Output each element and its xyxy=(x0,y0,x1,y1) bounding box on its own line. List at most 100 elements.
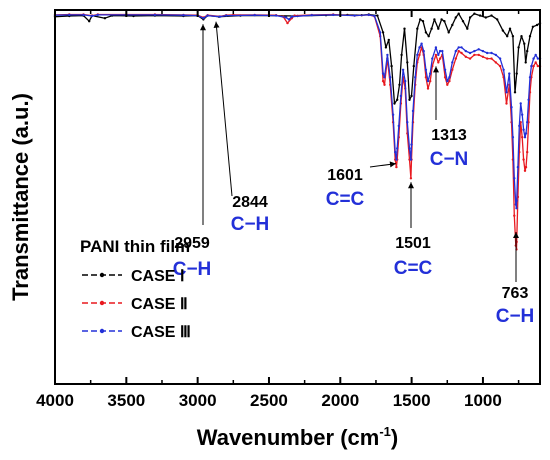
data-point-case-i xyxy=(523,42,526,45)
data-point-case-ii xyxy=(498,64,502,68)
data-point-case-i xyxy=(451,23,454,27)
annotation-arrowhead xyxy=(513,232,519,238)
data-point-case-i xyxy=(528,35,532,38)
data-point-case-i xyxy=(384,46,388,49)
data-point-case-i xyxy=(501,29,505,32)
data-point-case-i xyxy=(447,31,450,34)
data-point-case-iii xyxy=(410,143,413,146)
annotation-bond-763: C−H xyxy=(496,306,535,327)
data-point-case-iii xyxy=(498,57,502,60)
data-point-case-iii xyxy=(90,14,94,18)
annotation-arrowhead xyxy=(389,161,396,168)
x-axis-title: Wavenumber (cm-1) xyxy=(197,424,398,450)
data-point-case-iii xyxy=(513,177,516,180)
data-point-case-ii xyxy=(286,21,289,25)
annotation-wavenumber-2844: 2844 xyxy=(232,194,268,211)
plot-frame xyxy=(54,9,541,385)
data-point-case-i xyxy=(103,17,107,20)
data-point-case-ii xyxy=(536,64,540,68)
data-point-case-i xyxy=(457,12,460,15)
data-point-case-iii xyxy=(511,136,515,139)
data-point-case-iii xyxy=(153,13,157,17)
annotation-bond-2959: C−H xyxy=(173,259,212,280)
data-point-case-ii xyxy=(438,57,442,60)
data-point-case-iii xyxy=(68,13,71,17)
data-point-case-iii xyxy=(530,64,533,68)
data-point-case-i xyxy=(376,14,379,17)
x-tick-label: 3000 xyxy=(179,391,217,410)
data-point-case-iii xyxy=(373,14,376,18)
annotation-wavenumber-1601: 1601 xyxy=(327,167,363,184)
data-point-case-i xyxy=(437,27,440,30)
data-point-case-i xyxy=(496,18,499,21)
data-point-case-iii xyxy=(409,158,413,161)
data-point-case-iii xyxy=(451,61,454,64)
data-point-case-i xyxy=(390,64,393,68)
data-point-case-i xyxy=(387,38,390,42)
legend-title: PANI thin film xyxy=(80,237,190,256)
data-point-case-iii xyxy=(396,147,399,150)
data-point-case-iii xyxy=(477,48,480,51)
data-point-case-iii xyxy=(522,128,525,131)
data-point-case-i xyxy=(396,98,399,102)
legend-label-case-ii: CASE Ⅱ xyxy=(131,296,188,313)
data-point-case-i xyxy=(398,83,401,87)
data-point-case-iii xyxy=(225,14,228,17)
annotation-wavenumber-2959: 2959 xyxy=(174,235,210,252)
data-point-case-iii xyxy=(431,57,434,60)
x-axis-title-close: ) xyxy=(391,425,398,450)
data-point-case-i xyxy=(526,49,529,53)
data-point-case-i xyxy=(419,18,422,21)
data-point-case-iii xyxy=(397,124,400,128)
annotation-bond-1501: C=C xyxy=(394,258,433,279)
data-point-case-iii xyxy=(416,53,419,57)
data-point-case-i xyxy=(478,14,482,17)
data-point-case-i xyxy=(443,20,446,23)
data-point-case-iii xyxy=(516,165,520,169)
data-point-case-iii xyxy=(443,68,447,72)
data-point-case-iii xyxy=(464,49,467,53)
data-point-case-iii xyxy=(82,13,85,17)
x-tick-label: 4000 xyxy=(36,391,74,410)
data-point-case-ii xyxy=(383,83,386,87)
data-point-case-ii xyxy=(526,150,529,154)
data-point-case-i xyxy=(424,31,428,34)
data-point-case-iii xyxy=(519,102,522,105)
annotation-bond-2844: C−H xyxy=(231,214,270,235)
annotation-wavenumber-1501: 1501 xyxy=(395,235,431,252)
data-point-case-iii xyxy=(468,51,472,55)
annotation-wavenumber-763: 763 xyxy=(502,285,529,302)
legend-label-case-iii: CASE Ⅲ xyxy=(131,324,191,341)
data-point-case-i xyxy=(511,35,515,38)
data-point-case-i xyxy=(430,27,433,30)
data-point-case-iii xyxy=(424,68,428,72)
data-point-case-ii xyxy=(437,61,440,64)
peak-annotations: 2959 C−H 2844 C−H 1601 C=C 1501 C=C 1313 C−N 763 C−… xyxy=(173,21,535,327)
data-point-case-iii xyxy=(532,57,535,60)
data-point-case-i xyxy=(410,94,413,98)
data-point-case-iii xyxy=(96,13,100,17)
data-point-case-ii xyxy=(505,102,508,105)
data-point-case-ii xyxy=(524,165,528,169)
data-point-case-i xyxy=(531,25,535,28)
data-point-case-ii xyxy=(468,57,472,60)
data-point-case-i xyxy=(466,27,469,30)
data-point-case-ii xyxy=(522,158,525,161)
data-point-case-iii xyxy=(353,14,356,17)
annotation-arrowhead xyxy=(433,66,439,73)
data-point-case-iii xyxy=(389,76,392,79)
data-point-case-iii xyxy=(379,31,382,34)
data-point-case-iii xyxy=(494,53,497,57)
data-point-case-iii xyxy=(426,79,430,83)
data-point-case-iii xyxy=(418,46,421,49)
data-point-case-ii xyxy=(490,57,493,60)
data-point-case-iii xyxy=(290,15,293,18)
data-point-case-iii xyxy=(408,147,411,150)
data-point-case-iii xyxy=(391,113,395,116)
x-tick-label: 3500 xyxy=(107,391,145,410)
data-point-case-iii xyxy=(518,124,521,128)
data-point-case-ii xyxy=(494,61,497,64)
data-point-case-i xyxy=(535,23,539,27)
data-point-case-ii xyxy=(454,57,457,60)
